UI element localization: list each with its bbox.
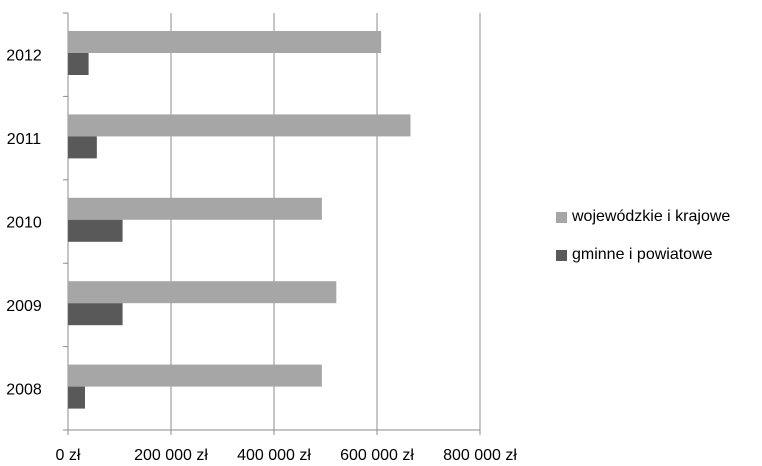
legend-label-wojewodzkie: wojewódzkie i krajowe — [572, 208, 731, 225]
legend-label-gminne: gminne i powiatowe — [572, 246, 713, 263]
x-tick-label: 200 000 zł — [134, 447, 208, 464]
bar-2010-gminne — [68, 219, 123, 242]
bar-2008-gminne — [68, 386, 85, 409]
bar-2010-wojewodzkie — [68, 197, 322, 220]
x-axis-labels: 0 zł 200 000 zł 400 000 zł 600 000 zł 800 00… — [56, 447, 518, 464]
gridlines — [170, 13, 481, 430]
y-tick-label: 2011 — [7, 131, 42, 148]
bar-2011-wojewodzkie — [68, 114, 411, 137]
bars — [68, 31, 411, 409]
bar-2009-wojewodzkie — [68, 281, 337, 304]
legend-swatch-gminne — [556, 249, 567, 261]
x-tick-label: 400 000 zł — [237, 447, 311, 464]
bar-2011-gminne — [68, 136, 97, 159]
x-tick-label: 800 000 zł — [443, 447, 517, 464]
y-tick-label: 2008 — [6, 381, 42, 398]
legend: wojewódzkie i krajowe gminne i powiatowe — [556, 206, 730, 282]
bar-2009-gminne — [68, 303, 123, 326]
x-tick-label: 0 zł — [56, 447, 81, 464]
bar-2008-wojewodzkie — [68, 364, 322, 387]
legend-swatch-wojewodzkie — [556, 211, 567, 223]
x-tick-label: 600 000 zł — [340, 447, 414, 464]
bar-2012-gminne — [68, 53, 89, 75]
bar-2012-wojewodzkie — [68, 31, 382, 53]
legend-item-gminne: gminne i powiatowe — [556, 244, 730, 266]
y-axis-labels: 2012 2011 2010 2009 2008 — [6, 48, 42, 399]
legend-item-wojewodzkie: wojewódzkie i krajowe — [556, 206, 730, 228]
y-tick-label: 2012 — [6, 48, 42, 65]
y-tick-label: 2010 — [6, 215, 42, 232]
y-tick-label: 2009 — [6, 298, 42, 315]
